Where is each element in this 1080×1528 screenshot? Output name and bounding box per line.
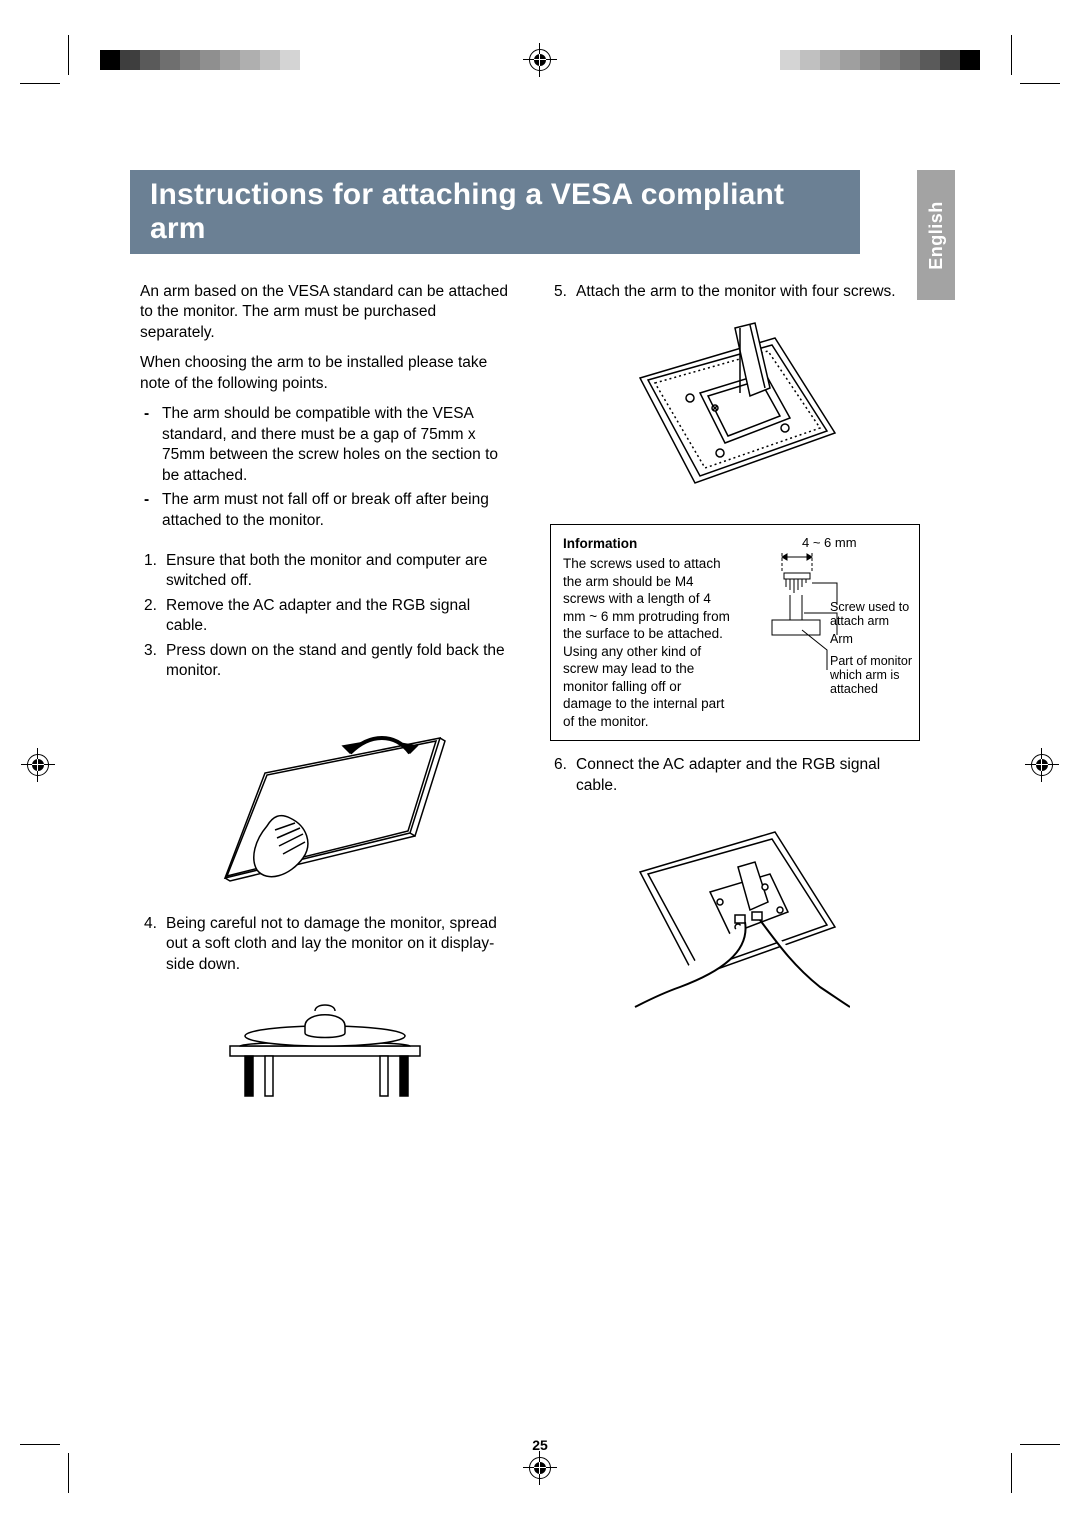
step-text: Attach the arm to the monitor with four … <box>576 282 896 302</box>
step-text: Ensure that both the monitor and compute… <box>166 551 510 592</box>
step-text: Press down on the stand and gently fold … <box>166 641 510 682</box>
page-number: 25 <box>0 1437 1080 1453</box>
infobox-diagram: 4 ~ 6 mm <box>742 535 907 730</box>
regmark-left <box>25 752 51 778</box>
right-column: 5.Attach the arm to the monitor with fou… <box>550 282 920 1117</box>
intro-para-2: When choosing the arm to be installed pl… <box>140 353 510 394</box>
page-content: English Instructions for attaching a VES… <box>140 170 940 1117</box>
svg-text:Part of monitor to: Part of monitor to <box>830 654 912 668</box>
intro-para-1: An arm based on the VESA standard can be… <box>140 282 510 343</box>
language-label: English <box>926 201 947 270</box>
svg-text:attached: attached <box>830 682 878 696</box>
note-text: The arm should be compatible with the VE… <box>162 404 510 486</box>
list-item: 3.Press down on the stand and gently fol… <box>140 641 510 682</box>
svg-text:Arm: Arm <box>830 632 853 646</box>
figure-connect-cables <box>550 812 920 1012</box>
figure-attach-arm <box>550 318 920 508</box>
svg-text:attach arm: attach arm <box>830 614 889 628</box>
page-title: Instructions for attaching a VESA compli… <box>150 178 784 245</box>
left-column: An arm based on the VESA standard can be… <box>140 282 510 1117</box>
list-item: 5.Attach the arm to the monitor with fou… <box>550 282 920 302</box>
regmark-right <box>1029 752 1055 778</box>
information-box: Information The screws used to attach th… <box>550 524 920 741</box>
notes-list: -The arm should be compatible with the V… <box>140 404 510 531</box>
list-item: 4.Being careful not to damage the monito… <box>140 914 510 975</box>
list-item: 6.Connect the AC adapter and the RGB sig… <box>550 755 920 796</box>
steps-list-right-a: 5.Attach the arm to the monitor with fou… <box>550 282 920 302</box>
step-text: Being careful not to damage the monitor,… <box>166 914 510 975</box>
figure-lay-monitor <box>140 991 510 1101</box>
list-item: -The arm must not fall off or break off … <box>140 490 510 531</box>
list-item: -The arm should be compatible with the V… <box>140 404 510 486</box>
svg-text:4 ~ 6 mm: 4 ~ 6 mm <box>802 535 857 550</box>
language-tab: English <box>917 170 955 300</box>
page-title-banner: Instructions for attaching a VESA compli… <box>130 170 860 254</box>
steps-list-right-b: 6.Connect the AC adapter and the RGB sig… <box>550 755 920 796</box>
list-item: 2.Remove the AC adapter and the RGB sign… <box>140 596 510 637</box>
step-text: Connect the AC adapter and the RGB signa… <box>576 755 920 796</box>
note-text: The arm must not fall off or break off a… <box>162 490 510 531</box>
svg-text:which arm is: which arm is <box>829 668 899 682</box>
svg-text:Screw used to: Screw used to <box>830 600 909 614</box>
steps-list-left-a: 1.Ensure that both the monitor and compu… <box>140 551 510 682</box>
regmark-top <box>527 47 553 73</box>
infobox-body: The screws used to attach the arm should… <box>563 555 732 730</box>
steps-list-left-b: 4.Being careful not to damage the monito… <box>140 914 510 975</box>
step-text: Remove the AC adapter and the RGB signal… <box>166 596 510 637</box>
figure-fold-monitor <box>140 698 510 898</box>
list-item: 1.Ensure that both the monitor and compu… <box>140 551 510 592</box>
infobox-title: Information <box>563 535 732 553</box>
regmark-bottom <box>527 1455 553 1481</box>
colorbar-right <box>780 50 980 70</box>
colorbar-left <box>100 50 300 70</box>
